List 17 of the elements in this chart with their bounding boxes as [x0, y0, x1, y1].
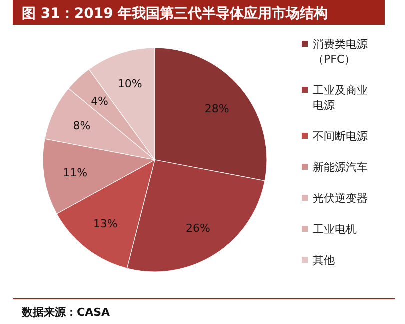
- data-label: 4%: [91, 95, 109, 108]
- data-label: 26%: [186, 222, 210, 236]
- legend-label: 消费类电源（PFC）: [313, 38, 368, 66]
- data-label: 10%: [118, 77, 142, 90]
- data-label: 8%: [73, 120, 91, 133]
- legend-label: 新能源汽车: [313, 161, 368, 174]
- source-note: 数据来源：CASA: [21, 306, 111, 319]
- legend-label: 不间断电源: [313, 130, 368, 143]
- legend-label: 其他: [313, 254, 335, 267]
- legend-label: 工业电机: [313, 223, 357, 236]
- data-label: 13%: [93, 218, 118, 231]
- title-bar: 图 31：2019 年我国第三代半导体应用市场结构: [13, 0, 385, 25]
- chart-title: 图 31：2019 年我国第三代半导体应用市场结构: [22, 5, 328, 22]
- legend-label: 工业及商业电源: [313, 84, 368, 112]
- data-label: 28%: [204, 102, 230, 116]
- legend-label: 光伏逆变器: [313, 192, 368, 205]
- data-label: 11%: [63, 166, 88, 180]
